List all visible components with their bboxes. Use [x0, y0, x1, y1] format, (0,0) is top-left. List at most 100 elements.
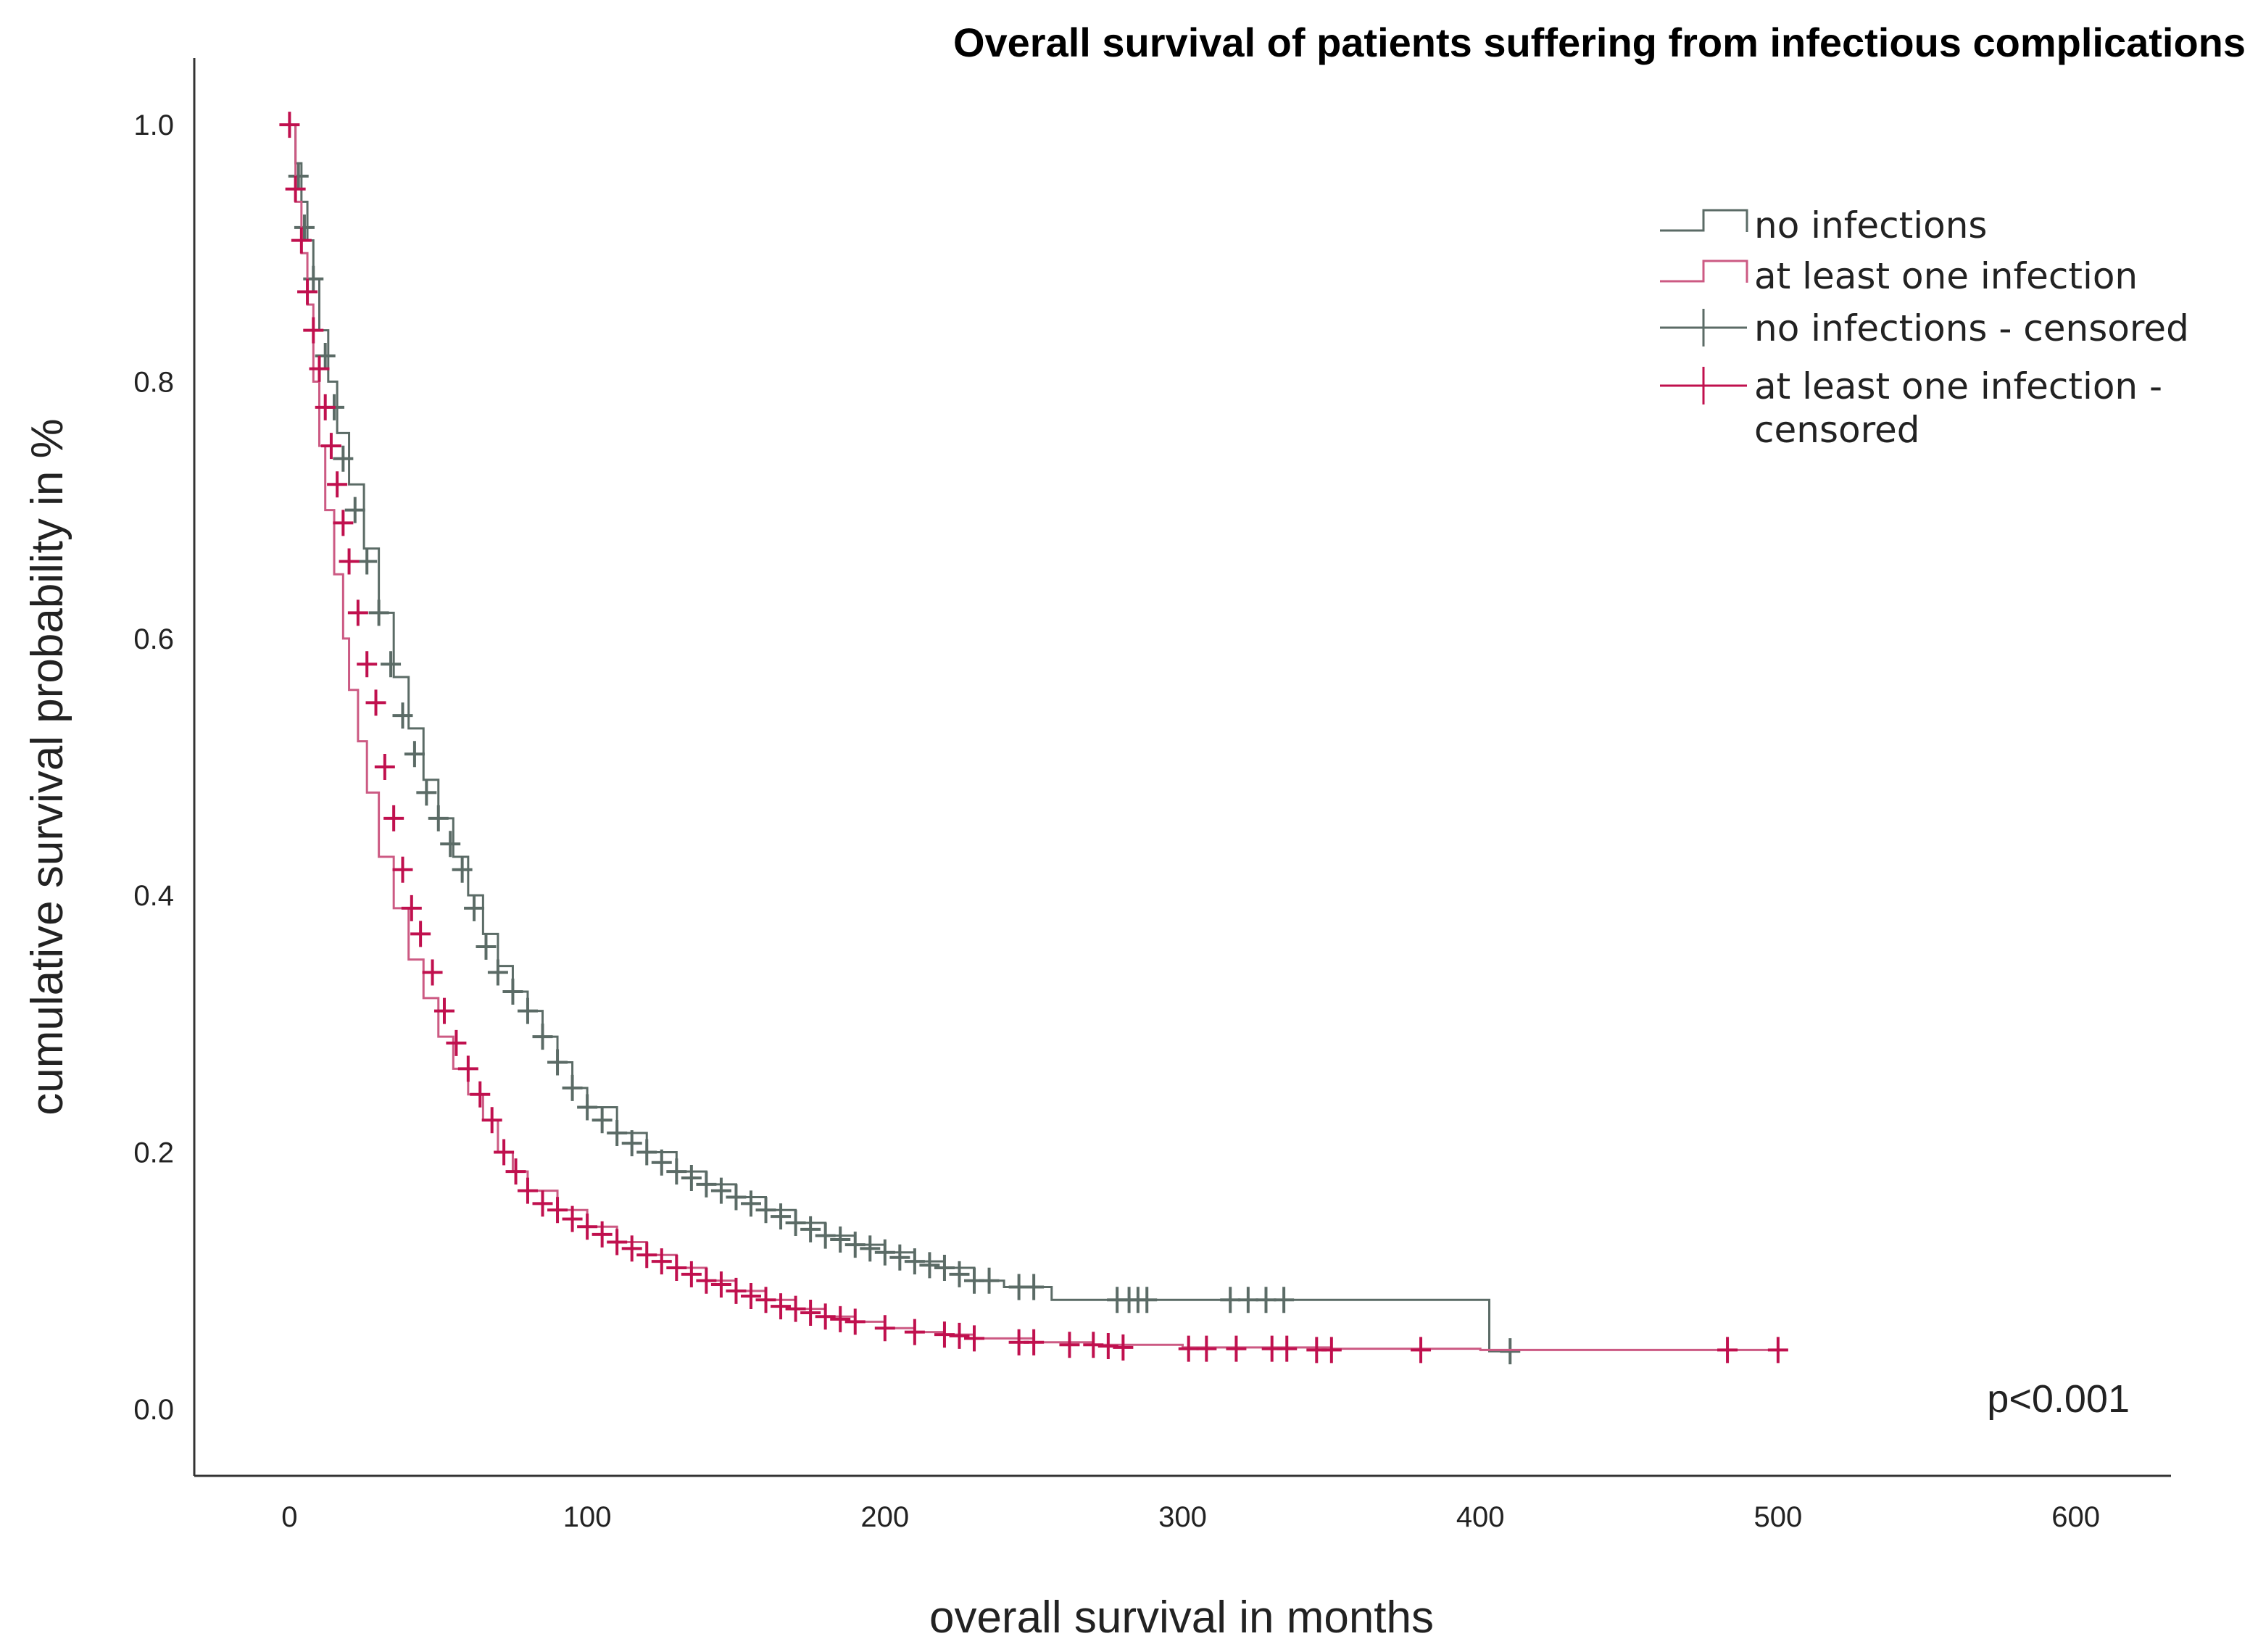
- censor-mark: [1321, 1337, 1342, 1363]
- censor-mark: [452, 856, 473, 883]
- censor-mark: [785, 1209, 806, 1236]
- censor-mark: [401, 895, 422, 921]
- censor-mark: [800, 1216, 821, 1242]
- censor-mark: [476, 934, 497, 960]
- legend-item: at least one infection: [1660, 255, 2138, 297]
- censor-mark: [320, 433, 341, 460]
- censor-mark: [815, 1303, 836, 1330]
- censor-mark: [1717, 1337, 1738, 1363]
- y-tick-labels: 0.0 0.2 0.4 0.6 0.8 1.0: [133, 109, 174, 1426]
- legend-item: no infections - censored: [1660, 307, 2189, 349]
- censor-mark: [374, 754, 395, 780]
- censor-mark: [592, 1221, 613, 1248]
- censor-mark: [889, 1244, 910, 1271]
- censor-mark: [404, 741, 425, 768]
- x-tick-label: 500: [1754, 1501, 1803, 1533]
- censor-mark: [368, 599, 389, 626]
- legend-item: no infections: [1660, 204, 1987, 246]
- censor-mark: [577, 1213, 598, 1240]
- censor-mark: [288, 163, 309, 189]
- censor-mark: [392, 702, 413, 729]
- censor-mark: [874, 1239, 895, 1266]
- censor-mark: [440, 831, 461, 858]
- y-axis-title: cumulative survival probability in %: [22, 418, 72, 1115]
- censor-mark: [1024, 1329, 1045, 1356]
- censor-mark: [303, 317, 324, 344]
- censor-mark: [771, 1293, 792, 1320]
- censor-mark: [1255, 1287, 1277, 1313]
- censor-mark: [607, 1229, 628, 1255]
- censor-mark: [919, 1252, 940, 1279]
- censor-mark: [815, 1222, 836, 1249]
- censor-mark: [291, 227, 312, 254]
- censor-mark: [949, 1322, 970, 1349]
- legend-label: no infections: [1754, 204, 1987, 246]
- censor-mark: [1178, 1335, 1199, 1362]
- censor-mark: [710, 1177, 731, 1204]
- censor-mark: [357, 651, 378, 678]
- x-tick-label: 0: [281, 1501, 297, 1533]
- censor-mark: [934, 1254, 955, 1281]
- legend-line-swatch: [1660, 260, 1748, 283]
- censor-mark: [666, 1158, 687, 1185]
- censor-mark: [279, 112, 300, 138]
- censor-mark: [294, 214, 315, 241]
- censor-mark: [681, 1261, 702, 1287]
- censor-mark: [481, 1107, 502, 1134]
- censor-mark: [830, 1226, 851, 1253]
- censor-mark: [741, 1282, 761, 1309]
- censor-mark: [771, 1203, 792, 1230]
- censor-mark: [470, 1081, 491, 1108]
- series-1: [279, 112, 1788, 1363]
- censor-mark: [392, 856, 413, 883]
- censor-mark: [1277, 1335, 1298, 1362]
- censor-mark: [381, 651, 402, 678]
- censor-mark: [904, 1319, 925, 1345]
- censor-mark: [1767, 1337, 1788, 1363]
- censor-mark: [800, 1299, 821, 1326]
- censor-mark: [755, 1197, 776, 1224]
- censor-mark: [517, 1177, 538, 1204]
- x-tick-label: 600: [2051, 1501, 2100, 1533]
- censor-mark: [874, 1315, 895, 1342]
- censor-mark: [505, 1158, 526, 1185]
- censor-mark: [383, 805, 404, 831]
- legend-label: at least one infection -: [1754, 365, 2162, 407]
- censor-mark: [1237, 1287, 1258, 1313]
- y-tick-label: 1.0: [133, 109, 174, 141]
- censor-mark: [339, 548, 360, 575]
- legend-cross-swatch: [1660, 309, 1747, 346]
- censor-mark: [904, 1248, 925, 1275]
- y-tick-label: 0.4: [133, 880, 174, 912]
- censor-mark: [1059, 1332, 1080, 1358]
- censor-mark: [285, 175, 306, 202]
- censor-mark: [651, 1149, 672, 1176]
- censor-mark: [636, 1242, 657, 1269]
- censor-mark: [517, 997, 538, 1024]
- series-0: [288, 123, 1521, 1365]
- censor-mark: [547, 1049, 568, 1076]
- censor-mark: [1500, 1338, 1521, 1365]
- chart-title: Overall survival of patients suffering f…: [953, 20, 2246, 65]
- censor-mark: [1226, 1335, 1247, 1362]
- censor-mark: [755, 1287, 776, 1313]
- censor-mark: [457, 1055, 478, 1082]
- series-layer: [279, 112, 1788, 1365]
- censor-mark: [297, 278, 318, 305]
- legend-label: no infections - censored: [1754, 307, 2189, 349]
- censor-mark: [607, 1119, 628, 1146]
- censor-mark: [726, 1277, 747, 1304]
- censor-mark: [416, 779, 437, 806]
- legend-line-swatch: [1660, 209, 1748, 232]
- y-tick-label: 0.8: [133, 366, 174, 398]
- censor-mark: [830, 1306, 851, 1332]
- censor-mark: [636, 1139, 657, 1166]
- censor-mark: [562, 1205, 583, 1232]
- censor-mark: [532, 1190, 553, 1217]
- censor-mark: [487, 959, 508, 986]
- censor-mark: [1274, 1287, 1295, 1313]
- censor-mark: [741, 1190, 761, 1217]
- censor-mark: [621, 1235, 642, 1262]
- censor-mark: [547, 1197, 568, 1224]
